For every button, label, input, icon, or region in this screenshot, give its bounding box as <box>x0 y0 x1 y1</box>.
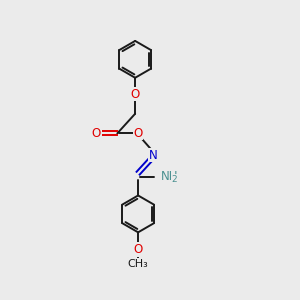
Text: O: O <box>92 127 101 140</box>
Text: N: N <box>148 149 157 162</box>
Text: CH₃: CH₃ <box>128 259 148 269</box>
Text: NH: NH <box>160 170 178 183</box>
Text: O: O <box>130 88 140 100</box>
Text: O: O <box>134 243 143 256</box>
Text: 2: 2 <box>172 175 177 184</box>
Text: O: O <box>134 127 143 140</box>
